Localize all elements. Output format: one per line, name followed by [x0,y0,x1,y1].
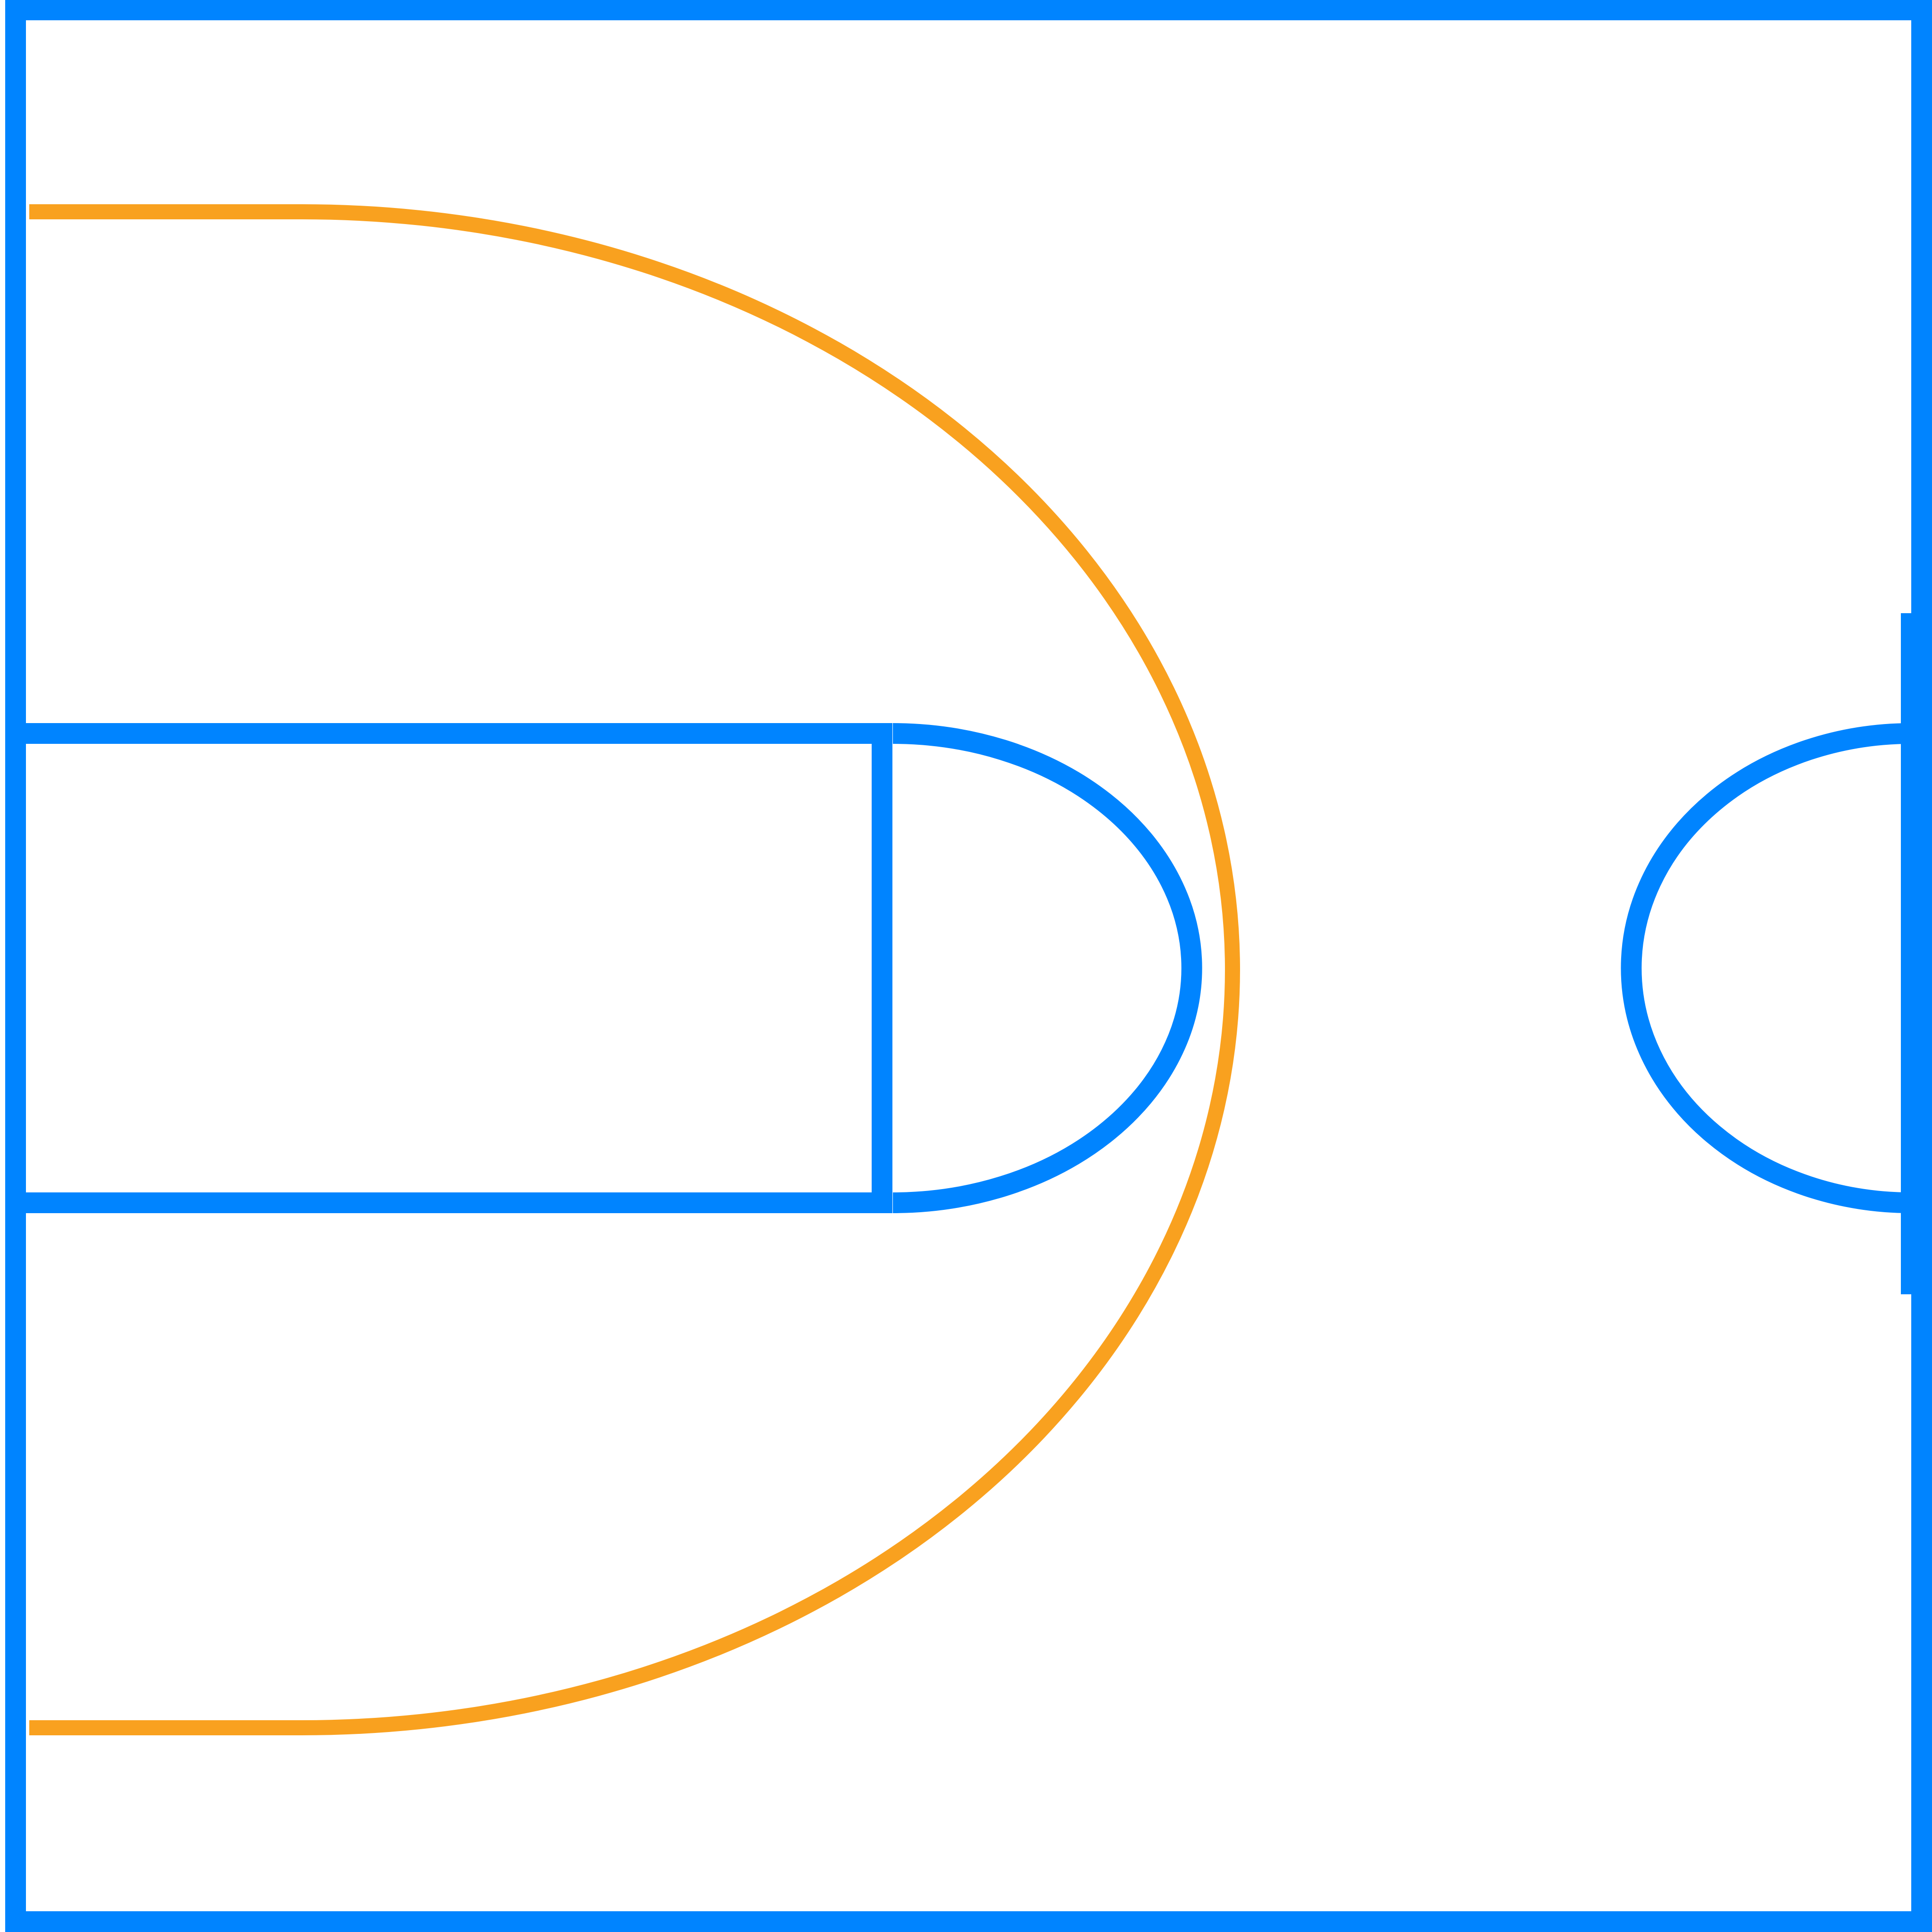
three-point-line [29,204,1240,1735]
center-circle-half [1621,723,1912,1213]
free-throw-circle [892,723,1202,1213]
free-throw-lane [21,723,892,1213]
